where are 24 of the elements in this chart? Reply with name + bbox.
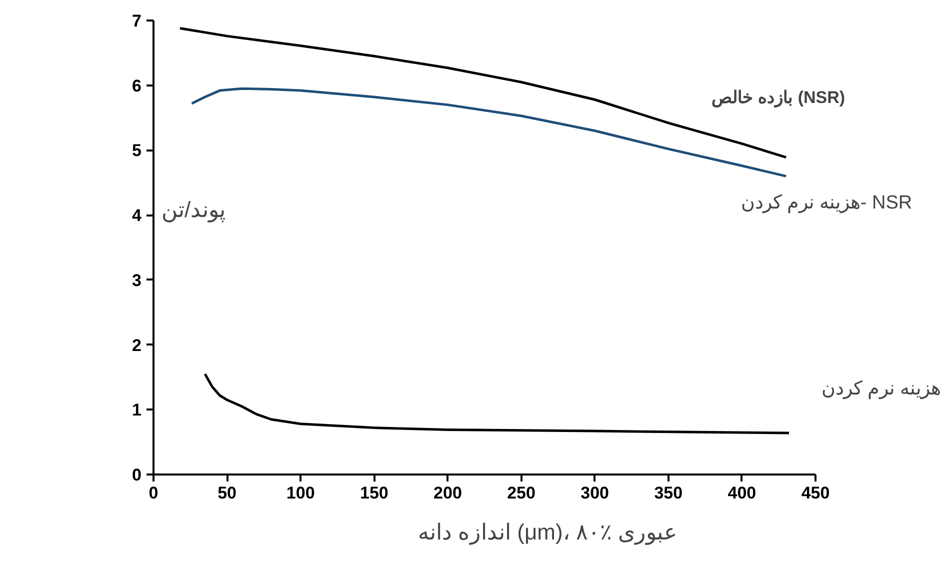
y-tick-label: 2 (132, 336, 142, 355)
x-tick-label: 450 (801, 484, 830, 502)
line-series (204, 372, 790, 434)
x-tick-label: 200 (434, 484, 462, 502)
x-tick-label: 150 (360, 484, 388, 502)
y-tick-label: 6 (132, 76, 142, 96)
text: هزینه نرم کردن (821, 378, 942, 400)
series-label: هزینه نرم کردن- NSR (740, 192, 912, 214)
y-tick-label: 0 (132, 466, 142, 484)
x-axis-title: اندازه دانه (μm)، ۸۰٪ عبوری (418, 520, 678, 546)
x-tick-label: 0 (148, 484, 158, 502)
y-tick-label: 1 (132, 400, 142, 420)
x-tick-label: 250 (507, 484, 536, 502)
y-axis-title: پوند/تن (162, 197, 226, 223)
x-tick-label: 100 (286, 484, 315, 502)
x-tick-label: 300 (580, 484, 610, 502)
y-tick-label: 4 (132, 206, 142, 226)
y-tick-label: 3 (132, 270, 142, 290)
x-tick-label: 50 (218, 484, 237, 502)
y-tick-label: 7 (132, 12, 142, 30)
series-label: بازده خالص (NSR) (711, 88, 846, 108)
y-tick-label: 5 (132, 141, 142, 160)
x-tick-label: 350 (654, 484, 683, 502)
x-tick-label: 400 (728, 484, 756, 502)
